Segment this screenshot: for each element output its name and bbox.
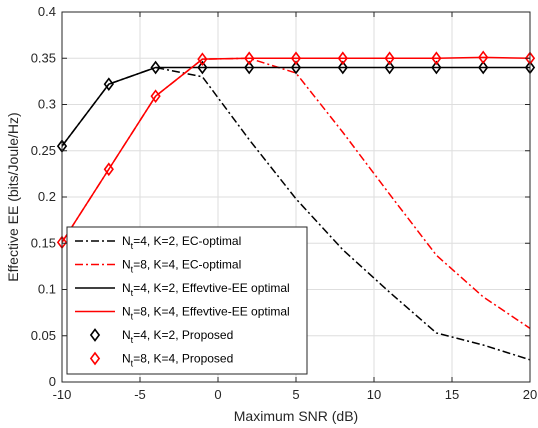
- data-point: [337, 60, 348, 75]
- y-tick-label: 0.1: [38, 282, 56, 297]
- series-line: [61, 66, 531, 361]
- legend-label: Nt=8, K=4, Proposed: [122, 352, 233, 369]
- series-3: [61, 66, 530, 147]
- y-tick-label: 0.15: [31, 235, 56, 250]
- data-point: [290, 60, 302, 75]
- data-point: [150, 60, 161, 75]
- data-point: [478, 50, 489, 65]
- y-tick-label: 0.35: [31, 50, 56, 65]
- legend-label: Nt=8, K=4, Effevtive-EE optimal: [122, 305, 290, 322]
- data-point: [384, 51, 395, 66]
- x-tick-label: 10: [367, 387, 381, 402]
- series-5: [56, 60, 536, 153]
- y-tick-label: 0.3: [38, 97, 56, 112]
- series-layer: [56, 50, 536, 361]
- axes: -10 -5 0 5 10 15 20 0 0.05 0.1 0.15 0.2 0.25 0.3 0.35 0…: [5, 4, 537, 424]
- y-tick-label: 0.05: [31, 328, 56, 343]
- x-axis-title: Maximum SNR (dB): [234, 408, 358, 424]
- y-tick-label: 0.25: [31, 143, 56, 158]
- y-tick-label: 0: [49, 374, 56, 389]
- data-point: [431, 60, 442, 75]
- data-point: [290, 51, 302, 66]
- legend-marker-swatch: [89, 351, 101, 366]
- legend-label: Nt=8, K=4, EC-optimal: [122, 258, 241, 275]
- legend-item: Nt=8, K=4, Effevtive-EE optimal: [75, 305, 290, 322]
- series-line: [61, 56, 531, 243]
- x-tick-label: -10: [53, 387, 72, 402]
- legend-marker-swatch: [89, 328, 101, 342]
- x-tick-label: 5: [292, 387, 299, 402]
- data-point: [384, 60, 395, 75]
- legend-item: Nt=4, K=2, Effevtive-EE optimal: [75, 281, 290, 298]
- legend-label: Nt=4, K=2, Effevtive-EE optimal: [122, 281, 290, 298]
- x-tick-label: 20: [523, 387, 537, 402]
- x-tick-label: -5: [134, 387, 146, 402]
- data-point: [244, 60, 255, 75]
- data-point: [337, 51, 348, 66]
- data-point: [103, 162, 114, 177]
- x-tick-label: 15: [445, 387, 459, 402]
- legend-item: Nt=8, K=4, Proposed: [89, 351, 233, 369]
- data-point: [103, 77, 114, 91]
- legend-item: Nt=4, K=2, Proposed: [89, 328, 233, 345]
- series-4: [61, 56, 531, 243]
- legend-label: Nt=4, K=2, Proposed: [122, 328, 233, 345]
- data-point: [431, 51, 442, 66]
- legend-box: [66, 226, 308, 375]
- y-tick-label: 0.4: [38, 4, 56, 19]
- y-axis-title: Effective EE (bits/Joule/Hz): [5, 112, 21, 281]
- data-point: [478, 60, 489, 75]
- x-tick-label: 0: [214, 387, 221, 402]
- series-1: [61, 66, 531, 361]
- series-line: [61, 66, 530, 147]
- data-point: [197, 60, 208, 75]
- legend-item: Nt=4, K=2, EC-optimal: [75, 234, 241, 251]
- data-point: [244, 51, 255, 66]
- legend: Nt=4, K=2, EC-optimal Nt=8, K=4, EC-optim…: [66, 226, 308, 375]
- legend-label: Nt=4, K=2, EC-optimal: [122, 234, 241, 251]
- y-tick-label: 0.2: [38, 189, 56, 204]
- legend-item: Nt=8, K=4, EC-optimal: [75, 258, 241, 275]
- data-point: [197, 52, 208, 67]
- data-point: [150, 89, 161, 104]
